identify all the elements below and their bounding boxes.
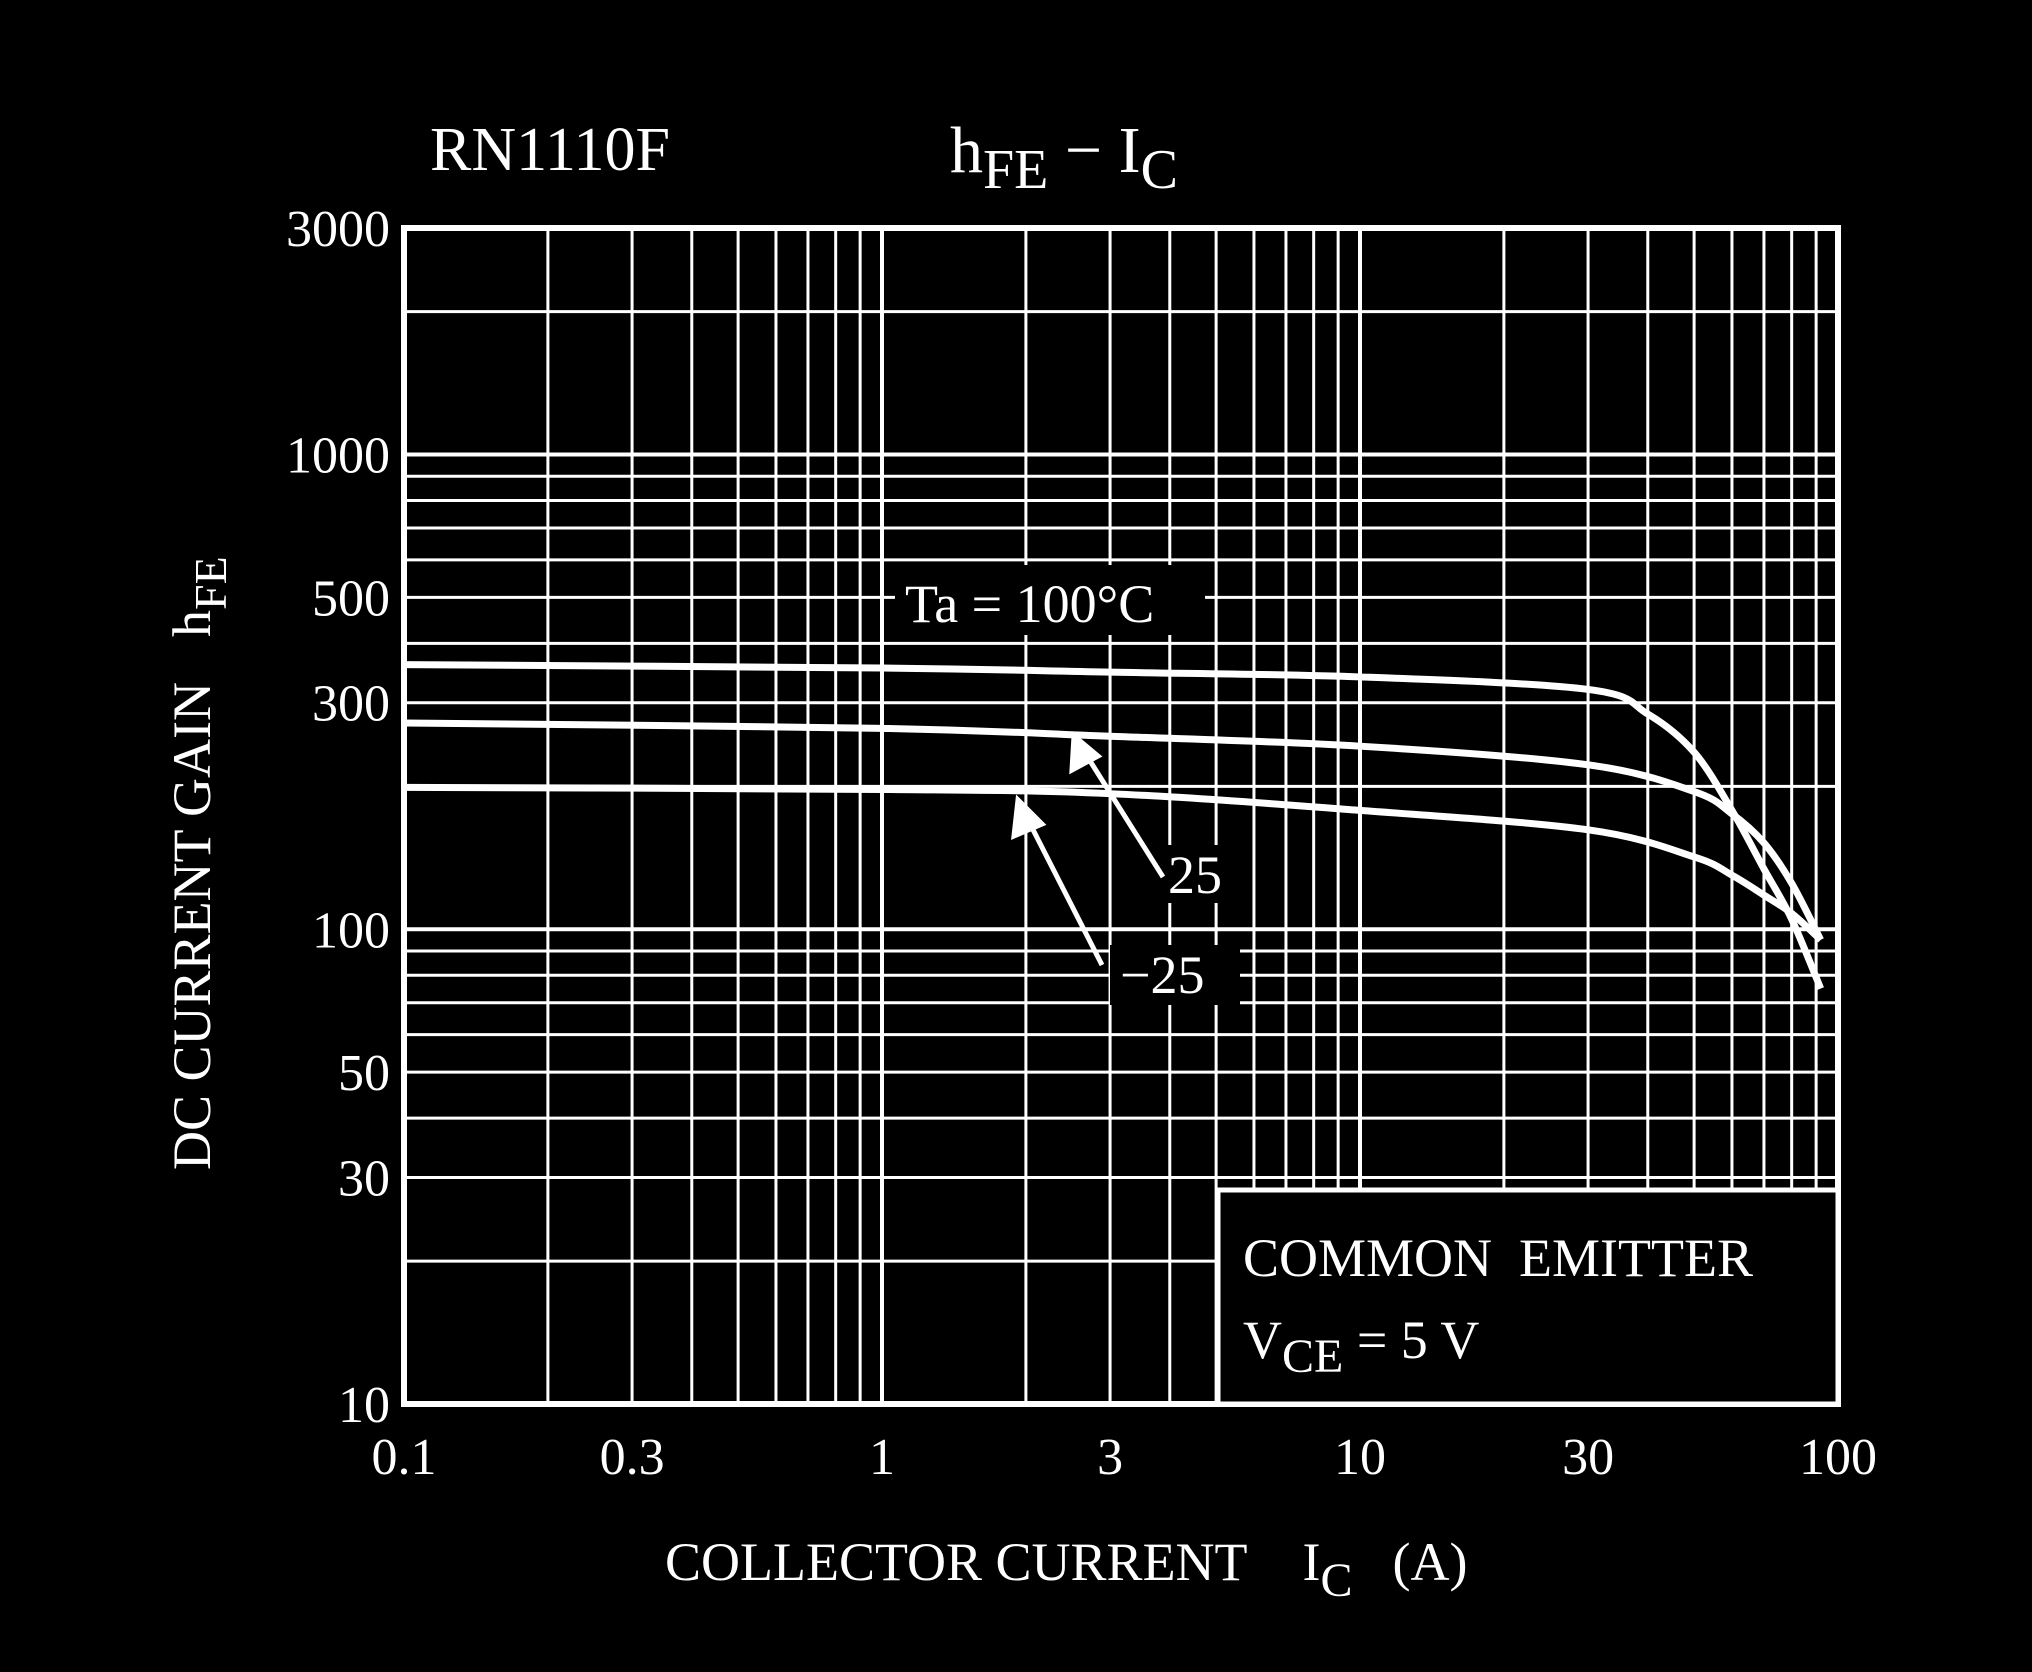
x-tick-label: 0.1 (372, 1429, 437, 1486)
curves (403, 661, 1824, 990)
y-tick-label: 10 (338, 1377, 390, 1434)
series-label-minus25: −25 (1120, 945, 1204, 1005)
series-line-2 (403, 783, 1824, 943)
y-tick-label: 30 (338, 1150, 390, 1207)
label-25-bg (1160, 845, 1230, 903)
x-tick-label: 3 (1097, 1429, 1123, 1486)
tick-labels: 0.1 0.3 1 3 10 30 100 10 30 50 100 300 500 1000 3000 (286, 201, 1877, 1486)
y-tick-label: 1000 (286, 428, 390, 485)
chart-title: hFE − IC (950, 114, 1178, 201)
condition-box (1215, 1187, 1841, 1407)
ta-label-bg (895, 565, 1205, 635)
condition-common-emitter: COMMON EMITTER (1243, 1228, 1753, 1288)
series-label-100c: Ta = 100°C (905, 574, 1154, 634)
series-label-25: 25 (1168, 845, 1222, 905)
y-axis-label: DC CURRENT GAINhFE (162, 556, 236, 1170)
y-tick-label: 300 (312, 676, 390, 733)
x-axis-label: COLLECTOR CURRENT IC (A) (665, 1532, 1468, 1607)
label-m25-bg (1110, 945, 1240, 1005)
arrow-25 (1077, 743, 1166, 879)
x-tick-label: 100 (1799, 1429, 1877, 1486)
arrow-25-head (1069, 730, 1103, 775)
condition-vce: VCE = 5 V (1243, 1310, 1479, 1383)
series-line-0 (403, 661, 1824, 990)
x-tick-label: 0.3 (600, 1429, 665, 1486)
y-tick-label: 3000 (286, 201, 390, 258)
arrow-minus25 (1021, 810, 1105, 967)
series-line-1 (403, 719, 1824, 942)
x-tick-label: 10 (1334, 1429, 1386, 1486)
x-tick-label: 1 (869, 1429, 895, 1486)
y-tick-label: 100 (312, 902, 390, 959)
x-tick-label: 30 (1562, 1429, 1614, 1486)
y-tick-label: 50 (338, 1045, 390, 1102)
arrow-minus25-head (1011, 794, 1047, 840)
part-number: RN1110F (430, 116, 670, 184)
plot-frame (401, 225, 1841, 1407)
y-tick-label: 500 (312, 570, 390, 627)
